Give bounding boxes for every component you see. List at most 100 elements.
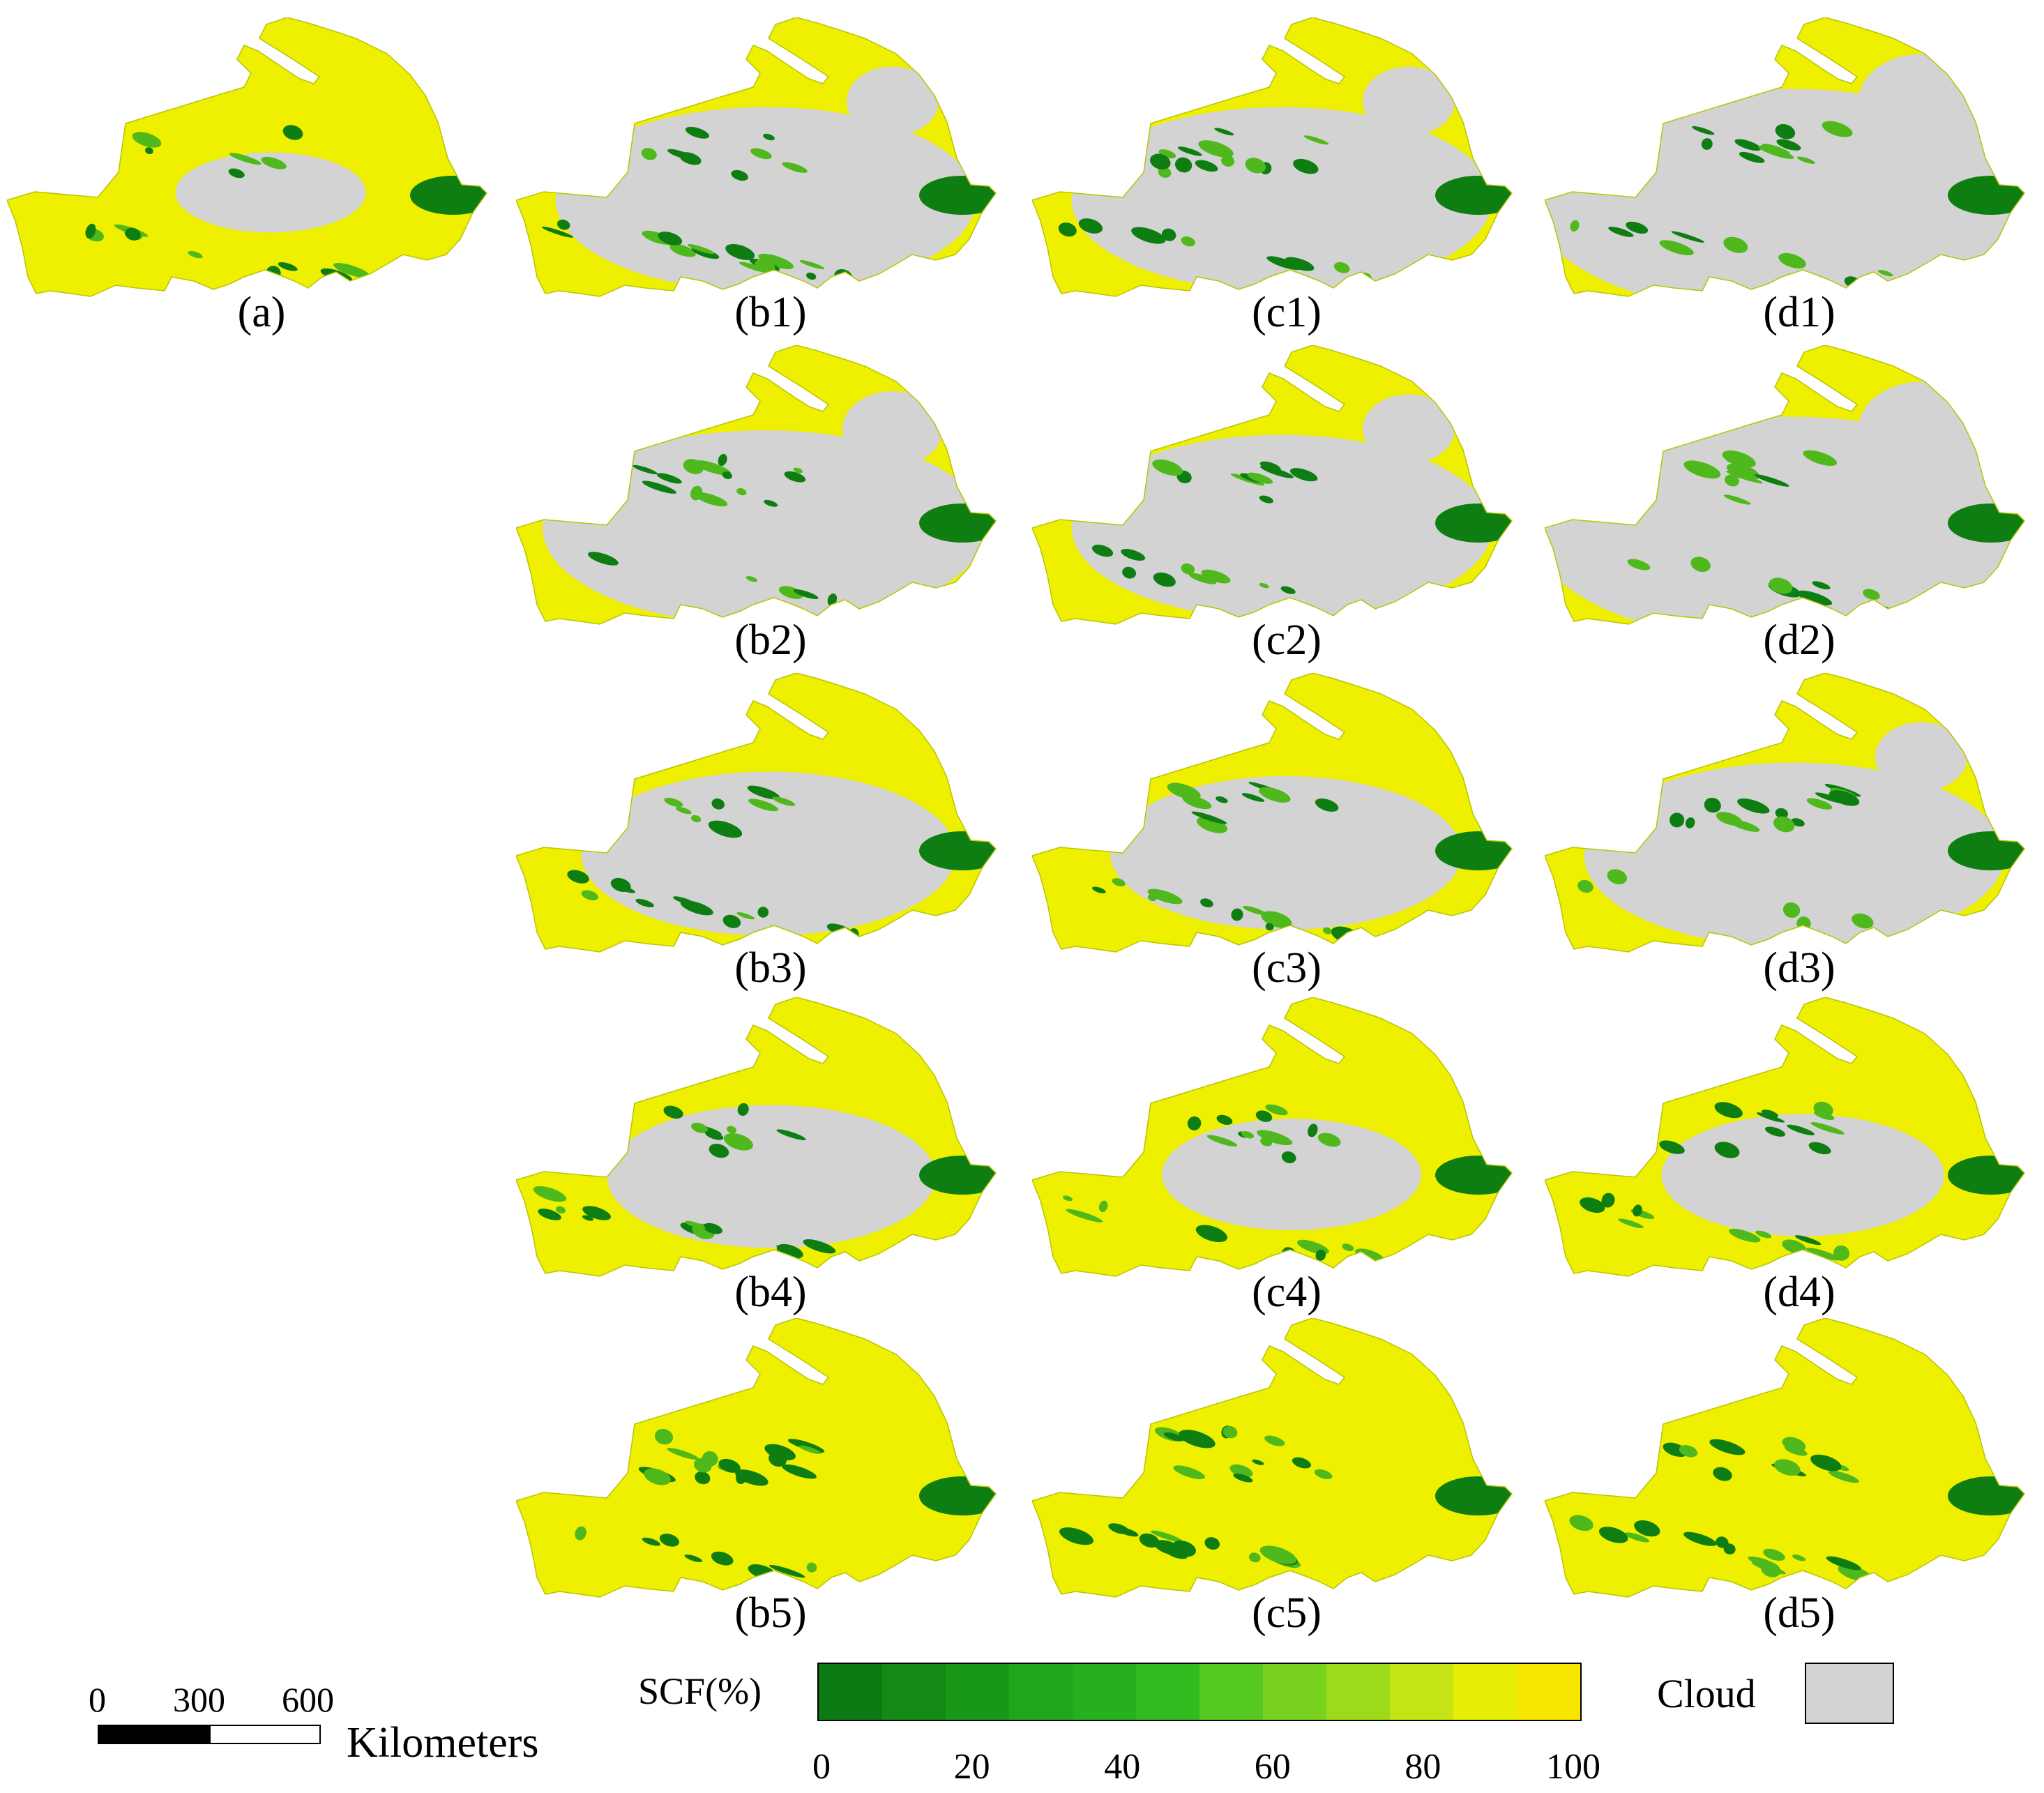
low-scf-patch (1059, 1527, 1093, 1545)
snow-cover-map (1032, 17, 1513, 297)
low-scf-patch (1121, 549, 1146, 561)
scale-bar-white-segment (209, 1725, 321, 1744)
map-panel: (c4) (1032, 997, 1520, 1325)
low-scf-patch (685, 126, 709, 139)
low-scf-patch (1774, 1459, 1801, 1476)
legend-tick-label: 20 (953, 1747, 990, 1787)
low-scf-patch (1775, 808, 1788, 819)
low-scf-patch (757, 907, 769, 918)
low-scf-patch (799, 260, 825, 269)
scale-tick-300: 300 (173, 1680, 225, 1719)
colorbar-swatch (819, 1664, 882, 1720)
legend-title: SCF(%) (638, 1670, 762, 1712)
low-scf-patch (1323, 927, 1332, 935)
snow-cover-map (1032, 1318, 1513, 1598)
low-scf-patch (1200, 898, 1213, 908)
low-scf-patch (1245, 158, 1266, 174)
low-scf-patch (1098, 1200, 1108, 1212)
low-scf-patch (1577, 879, 1593, 893)
low-scf-patch (567, 870, 589, 884)
low-scf-patch (1265, 923, 1274, 931)
low-scf-area (1435, 504, 1512, 543)
scale-unit: Kilometers (347, 1719, 539, 1766)
colorbar-swatch (1326, 1664, 1390, 1720)
low-scf-patch (1814, 1110, 1835, 1120)
low-scf-patch (654, 1428, 674, 1445)
low-scf-patch (1058, 222, 1077, 237)
low-scf-patch (1716, 1536, 1729, 1548)
low-scf-patch (282, 125, 303, 140)
low-scf-patch (1829, 790, 1860, 806)
low-scf-patch (685, 1220, 706, 1230)
low-scf-patch (1066, 1209, 1103, 1223)
low-scf-patch (1153, 572, 1176, 587)
low-scf-patch (784, 471, 806, 483)
low-scf-patch (806, 1562, 817, 1573)
snow-area (1545, 1318, 2024, 1597)
low-scf-patch (705, 1130, 724, 1140)
low-scf-area (919, 176, 996, 215)
low-scf-patch (1690, 557, 1711, 572)
map-panel: (c3) (1032, 673, 1520, 1001)
low-scf-patch (723, 1133, 753, 1151)
low-scf-patch (1285, 257, 1315, 271)
low-scf-area (919, 831, 996, 870)
low-scf-patch (1188, 573, 1217, 584)
low-scf-patch (1713, 1467, 1732, 1481)
low-scf-patch (557, 219, 570, 230)
low-scf-patch (1233, 1473, 1253, 1483)
low-scf-patch (1292, 1457, 1311, 1469)
region-outline (1545, 1318, 2025, 1598)
low-scf-patch (1247, 472, 1273, 484)
snow-area (516, 1318, 996, 1597)
low-scf-patch (731, 169, 748, 181)
low-scf-patch (1265, 1104, 1288, 1116)
low-scf-patch (684, 1554, 703, 1562)
low-scf-patch (711, 799, 725, 810)
low-scf-patch (333, 262, 370, 278)
low-scf-area (1948, 1156, 2024, 1195)
snow-cover-map (1032, 345, 1513, 625)
low-scf-patch (1570, 220, 1580, 232)
low-scf-patch (687, 244, 715, 255)
snow-cover-map (1032, 997, 1513, 1277)
snow-cover-map (1545, 17, 2025, 297)
cloud-area (175, 152, 366, 233)
low-scf-patch (1259, 582, 1269, 589)
snow-cover-map (516, 345, 997, 625)
low-scf-patch (782, 1464, 817, 1479)
low-scf-patch (1762, 1110, 1778, 1118)
low-scf-patch (1293, 158, 1319, 174)
low-scf-patch (1659, 240, 1694, 256)
low-scf-patch (1173, 1465, 1205, 1479)
low-scf-patch (1776, 139, 1801, 151)
low-scf-patch (1152, 459, 1183, 476)
low-scf-patch (1569, 1515, 1593, 1531)
low-scf-patch (764, 1444, 796, 1460)
region-outline (1545, 673, 2025, 953)
low-scf-patch (1151, 1530, 1183, 1543)
legend-tick-label: 0 (812, 1747, 831, 1787)
low-scf-patch (750, 148, 772, 160)
low-scf-patch (1153, 1540, 1183, 1556)
low-scf-patch (642, 1537, 660, 1546)
region-outline (516, 997, 997, 1277)
low-scf-patch (793, 467, 803, 474)
low-scf-patch (1773, 816, 1795, 833)
low-scf-area (919, 504, 996, 543)
map-panel: (c1) (1032, 17, 1520, 345)
low-scf-patch (693, 1458, 712, 1473)
low-scf-patch (667, 1448, 699, 1460)
colorbar-swatch (1390, 1664, 1453, 1720)
region-outline (516, 673, 997, 953)
map-panel: (d3) (1545, 673, 2033, 1001)
low-scf-patch (679, 152, 702, 165)
snow-cover-map (516, 997, 997, 1277)
low-scf-patch (1782, 1437, 1806, 1452)
low-scf-patch (683, 459, 704, 474)
map-panel: (b3) (516, 673, 1004, 1001)
snow-cover-map (1545, 997, 2025, 1277)
cloud-area (1162, 1119, 1421, 1230)
low-scf-patch (1158, 167, 1172, 178)
map-panel: (d4) (1545, 997, 2033, 1325)
